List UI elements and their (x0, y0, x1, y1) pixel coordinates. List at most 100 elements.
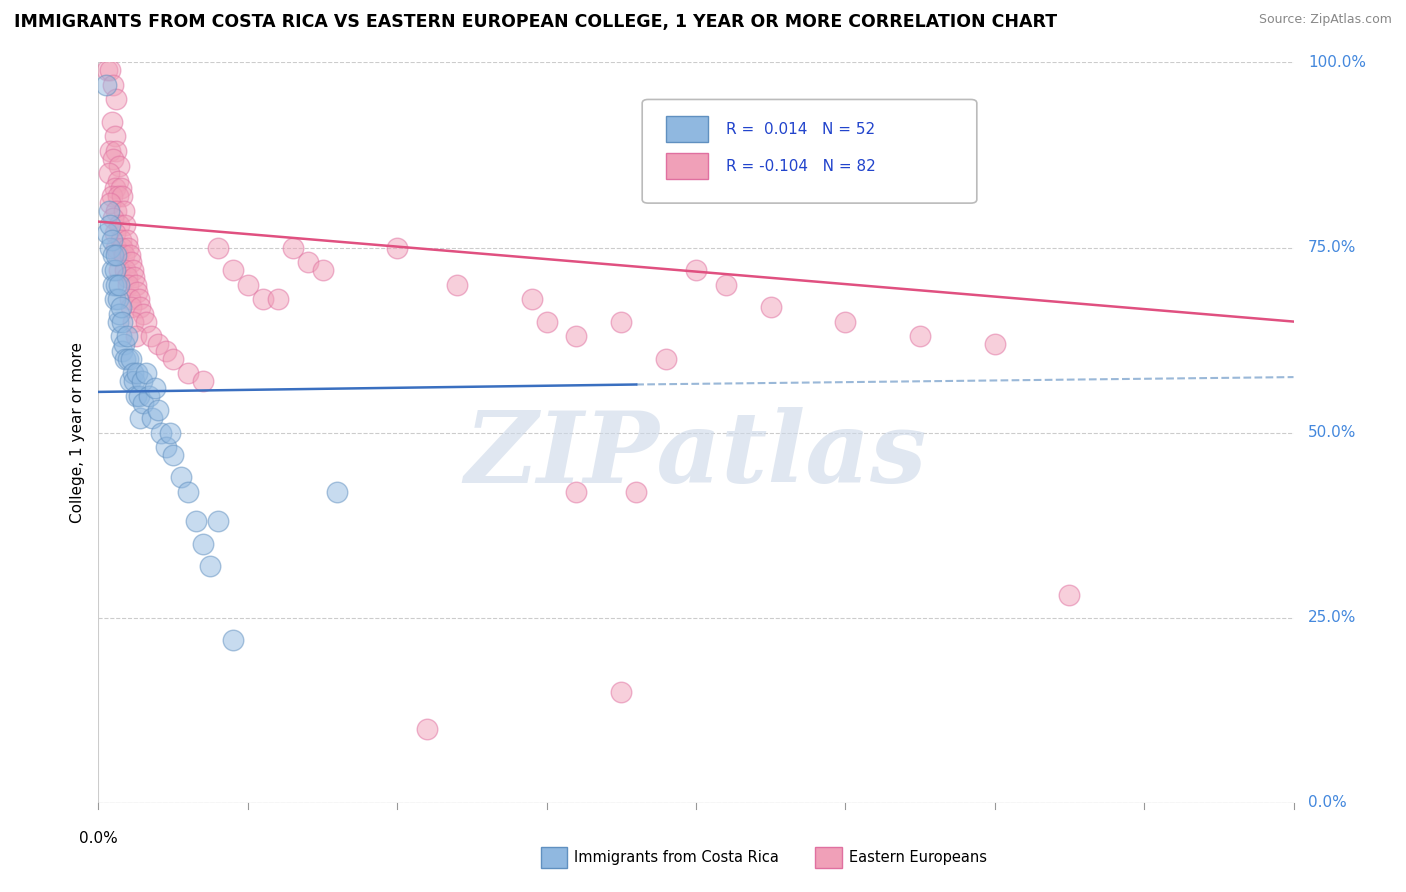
Text: 0.0%: 0.0% (1308, 796, 1347, 810)
Point (132, 307, 155, 321)
Point (127, 367, 149, 381)
Point (114, 219, 136, 233)
Point (118, 374, 141, 388)
Point (155, 441, 177, 455)
Point (108, 277, 131, 292)
Point (252, 293, 274, 307)
Text: Source: ZipAtlas.com: Source: ZipAtlas.com (1258, 13, 1392, 27)
Point (128, 293, 150, 307)
Bar (666, 116, 709, 142)
Point (97, 166, 120, 180)
Point (148, 403, 170, 417)
Bar (541, 847, 567, 868)
Point (105, 240, 128, 255)
Point (111, 188, 134, 202)
Point (132, 396, 155, 410)
Point (115, 270, 138, 285)
Point (184, 515, 207, 529)
Point (105, 145, 128, 159)
Point (118, 248, 141, 262)
Point (162, 351, 184, 366)
Point (655, 351, 678, 366)
Point (101, 262, 124, 277)
Text: 25.0%: 25.0% (1308, 610, 1357, 625)
Point (118, 293, 141, 307)
Point (385, 240, 409, 255)
Bar (666, 153, 709, 179)
Point (114, 262, 136, 277)
Bar (815, 847, 842, 868)
Point (908, 329, 931, 343)
Point (125, 388, 148, 402)
Text: IMMIGRANTS FROM COSTA RICA VS EASTERN EUROPEAN COLLEGE, 1 YEAR OR MORE CORRELATI: IMMIGRANTS FROM COSTA RICA VS EASTERN EU… (14, 13, 1057, 31)
Point (98, 240, 122, 255)
Point (110, 181, 132, 195)
Point (124, 270, 146, 285)
Point (834, 314, 856, 328)
Point (103, 211, 125, 225)
Point (121, 367, 143, 381)
FancyBboxPatch shape (643, 99, 977, 203)
Point (104, 226, 127, 240)
Point (222, 262, 245, 277)
Point (115, 233, 138, 247)
Point (125, 277, 148, 292)
Point (685, 262, 707, 277)
Point (98, 219, 122, 233)
Point (135, 314, 157, 328)
Point (626, 484, 648, 499)
Text: R = -0.104   N = 82: R = -0.104 N = 82 (725, 159, 876, 174)
Point (105, 248, 128, 262)
Point (177, 484, 200, 499)
Point (150, 425, 173, 440)
Text: 75.0%: 75.0% (1308, 240, 1357, 255)
Point (1059, 589, 1081, 603)
Text: Immigrants from Costa Rica: Immigrants from Costa Rica (574, 850, 779, 865)
Point (177, 367, 200, 381)
Point (610, 314, 633, 328)
Point (139, 329, 162, 343)
Point (759, 300, 782, 314)
Point (96, 226, 118, 240)
Point (103, 277, 125, 292)
Point (107, 188, 129, 202)
Point (107, 174, 129, 188)
Point (112, 203, 135, 218)
Point (191, 536, 214, 550)
Point (117, 240, 139, 255)
Point (135, 367, 157, 381)
Point (129, 300, 152, 314)
Point (138, 388, 160, 402)
Point (111, 344, 134, 359)
Point (98, 62, 122, 77)
Point (114, 351, 136, 366)
Point (714, 277, 737, 292)
Point (125, 329, 148, 343)
Point (162, 448, 184, 462)
Point (105, 277, 128, 292)
Point (141, 410, 163, 425)
Point (169, 470, 191, 484)
Point (105, 203, 128, 218)
Point (207, 515, 229, 529)
Point (297, 255, 319, 269)
Point (200, 558, 222, 573)
Point (98, 196, 122, 211)
Point (94, 78, 117, 92)
Text: R =  0.014   N = 52: R = 0.014 N = 52 (725, 121, 875, 136)
Text: Eastern Europeans: Eastern Europeans (849, 850, 987, 865)
Point (117, 277, 139, 292)
Point (565, 329, 588, 343)
Point (121, 262, 143, 277)
Point (536, 314, 558, 328)
Point (105, 92, 128, 106)
Point (104, 181, 127, 195)
Point (115, 329, 138, 343)
Point (326, 484, 349, 499)
Point (98, 145, 122, 159)
Point (108, 159, 131, 173)
Point (191, 374, 214, 388)
Point (416, 722, 439, 736)
Point (311, 262, 333, 277)
Point (110, 300, 132, 314)
